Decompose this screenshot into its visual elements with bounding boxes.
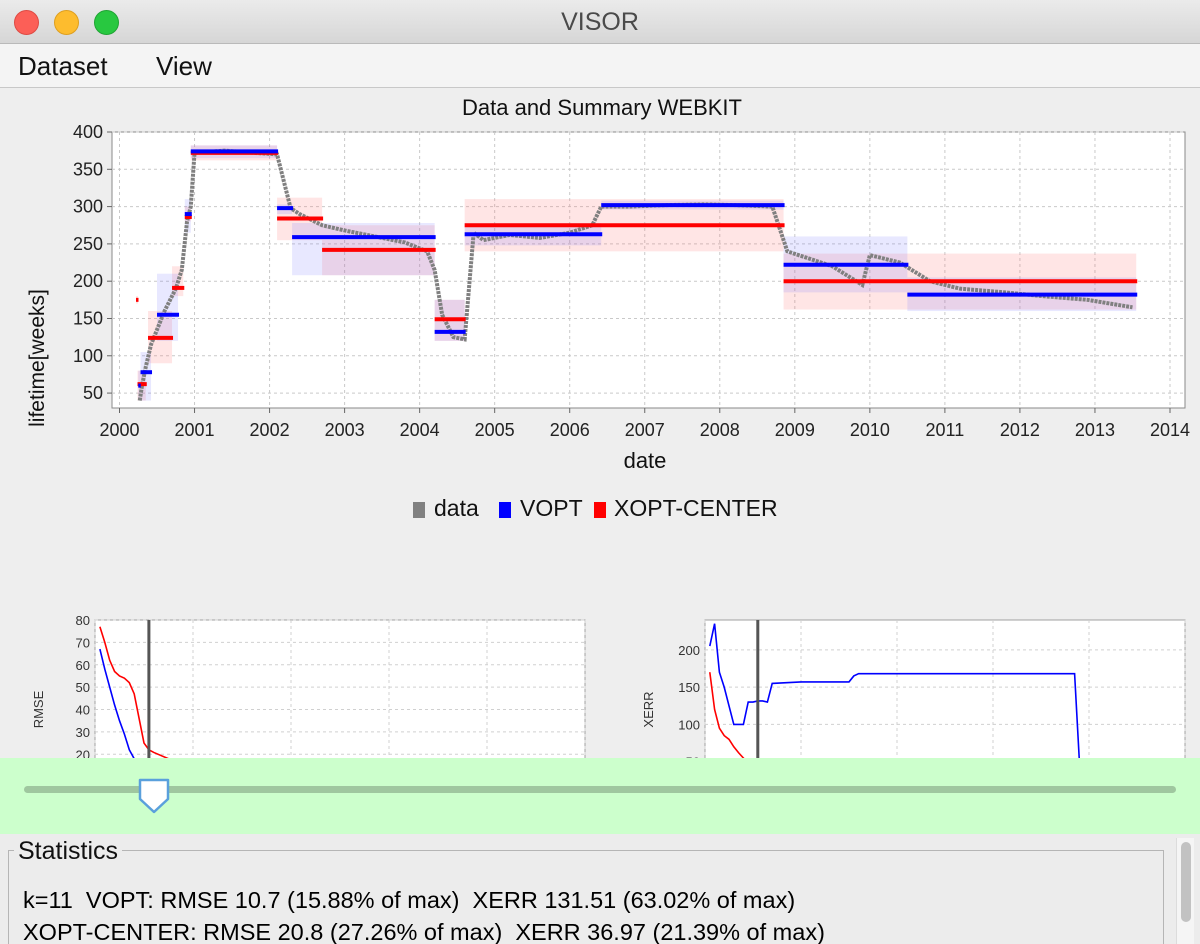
stats-line-vopt: k=11 VOPT: RMSE 10.7 (15.88% of max) XER… [23,887,796,913]
legend-vopt-swatch [499,502,511,518]
close-window-button[interactable] [14,10,39,35]
x-tick-label: 2010 [850,420,890,440]
y-tick-label: 300 [73,197,103,217]
data-series-line [137,148,1133,401]
rmse-y-tick-label: 50 [76,680,90,695]
main-plot-area [111,131,1186,409]
y-tick-label: 400 [73,122,103,142]
k-slider-thumb[interactable] [137,777,171,815]
x-tick-label: 2004 [400,420,440,440]
k-slider-area [0,758,1200,834]
window-title: VISOR [561,8,639,36]
statistics-box: k=11 VOPT: RMSE 10.7 (15.88% of max) XER… [8,850,1164,944]
x-tick-label: 2013 [1075,420,1115,440]
x-tick-label: 2011 [926,420,965,440]
xerr-xopt-line [709,672,745,758]
y-tick-label: 250 [73,234,103,254]
minimize-window-button[interactable] [54,10,79,35]
x-tick-label: 2009 [775,420,815,440]
rmse-y-tick-label: 20 [76,747,90,758]
stats-line-xopt: XOPT-CENTER: RMSE 20.8 (27.26% of max) X… [23,919,825,944]
x-tick-label: 2012 [1000,420,1040,440]
main-chart-xlabel: date [624,448,667,473]
rmse-y-tick-label: 80 [76,613,90,628]
main-chart-title: Data and Summary WEBKIT [462,95,742,120]
legend-vopt-label: VOPT [520,495,583,521]
x-tick-label: 2005 [475,420,515,440]
xerr-chart: 020406080100050100150200kXERR [641,619,1186,758]
rmse-xopt-line [99,626,169,758]
rmse-plot-area [94,619,586,758]
k-slider-track[interactable] [24,786,1176,793]
xerr-y-tick-label: 200 [678,643,700,658]
x-tick-label: 2014 [1150,420,1190,440]
menu-bar: Dataset View [0,44,1200,88]
x-tick-label: 2003 [325,420,365,440]
main-chart: Data and Summary WEBKIT date lifetime[we… [26,95,1190,473]
y-tick-label: 50 [83,383,103,403]
rmse-y-tick-label: 70 [76,635,90,650]
x-tick-label: 2000 [99,420,139,440]
y-tick-label: 150 [73,308,103,328]
legend-xopt-swatch [594,502,606,518]
x-tick-label: 2008 [700,420,740,440]
x-tick-label: 2006 [550,420,590,440]
menu-dataset[interactable]: Dataset [18,51,108,81]
rmse-y-tick-label: 40 [76,703,90,718]
x-tick-label: 2007 [625,420,665,440]
rmse-chart: 02040608010001020304050607080kRMSE [31,613,586,758]
main-chart-ylabel: lifetime[weeks] [26,289,49,427]
legend-data-swatch [413,502,425,518]
x-tick-label: 2001 [175,420,215,440]
legend-xopt-label: XOPT-CENTER [614,495,778,521]
y-tick-label: 200 [73,271,103,291]
xerr-y-tick-label: 50 [686,755,700,758]
y-tick-label: 100 [73,346,103,366]
statistics-panel: k=11 VOPT: RMSE 10.7 (15.88% of max) XER… [0,834,1200,944]
y-tick-label: 350 [73,159,103,179]
xerr-y-tick-label: 100 [678,717,700,732]
xerr-vopt-line [709,623,1080,758]
xerr-ylabel: XERR [641,691,656,727]
chart-legend: data VOPT XOPT-CENTER [0,492,1200,526]
rmse-ylabel: RMSE [31,690,46,728]
legend-data-label: data [434,495,479,521]
xerr-y-tick-label: 150 [678,680,700,695]
maximize-window-button[interactable] [94,10,119,35]
title-bar: VISOR [0,0,1200,44]
x-tick-label: 2002 [250,420,290,440]
menu-view[interactable]: View [156,51,212,81]
rmse-y-tick-label: 60 [76,658,90,673]
xerr-plot-area [704,619,1186,758]
stats-scrollbar[interactable] [1176,838,1194,944]
statistics-title: Statistics [14,837,123,866]
charts-panel: Data and Summary WEBKIT date lifetime[we… [0,88,1200,758]
stats-scroll-thumb[interactable] [1181,842,1191,922]
rmse-y-tick-label: 30 [76,725,90,740]
rmse-vopt-line [99,648,135,758]
